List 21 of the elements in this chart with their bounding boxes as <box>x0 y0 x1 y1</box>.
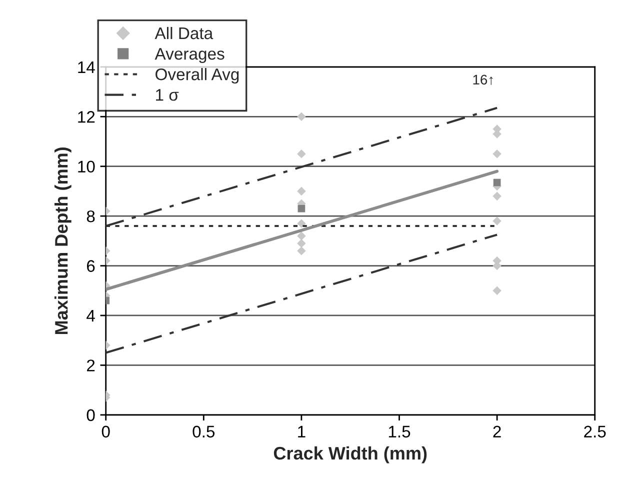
y-tick-label: 12 <box>78 111 95 123</box>
y-tick-label: 4 <box>86 310 95 322</box>
x-tick-label: 1 <box>298 426 306 438</box>
annotation: 16↑ <box>473 74 493 85</box>
x-tick-label: 1.5 <box>388 426 410 438</box>
legend-label: 1 σ <box>156 89 179 101</box>
legend-label: All Data <box>154 26 214 40</box>
x-tick-label: 2.5 <box>584 426 606 438</box>
x-tick-label: 2 <box>493 426 501 438</box>
y-tick-label: 14 <box>78 61 95 73</box>
x-tick-label: 0 <box>102 426 110 438</box>
legend-label: Overall Avg <box>156 68 239 84</box>
x-axis-title: Crack Width (mm) <box>274 446 427 464</box>
y-axis-title: Maximum Depth (mm) <box>54 148 72 334</box>
x-tick-label: 0.5 <box>192 426 215 438</box>
y-tick-label: 6 <box>87 260 95 272</box>
legend-label: Averages <box>154 48 224 64</box>
y-tick-label: 0 <box>86 409 95 422</box>
y-tick-label: 2 <box>87 360 95 372</box>
y-tick-label: 8 <box>86 210 95 222</box>
y-tick-label: 10 <box>78 160 95 173</box>
